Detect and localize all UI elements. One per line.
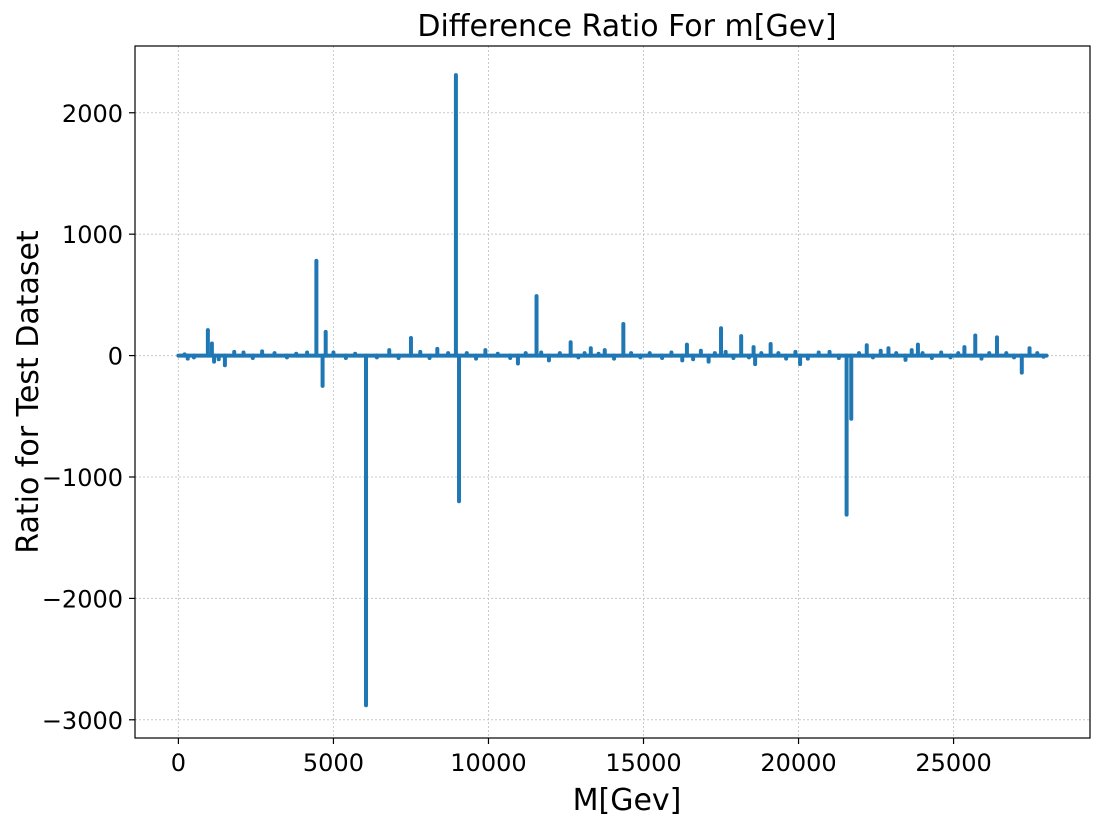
y-tick-label: 0 [108,343,123,371]
y-tick-label: −3000 [42,707,123,735]
y-tick-label: −1000 [42,464,123,492]
y-tick-label: −2000 [42,585,123,613]
y-tick-label: 1000 [62,221,123,249]
y-tick-label: 2000 [62,100,123,128]
x-tick-label: 5000 [303,749,364,777]
chart-title: Difference Ratio For m[Gev] [417,9,836,44]
x-tick-label: 10000 [450,749,526,777]
x-tick-label: 25000 [915,749,991,777]
x-axis-label: M[Gev] [573,783,682,818]
y-axis-label: Ratio for Test Dataset [11,230,46,554]
x-tick-label: 0 [171,749,186,777]
x-axis: 0 5000 10000 15000 20000 25000 [171,738,992,777]
series [176,73,1049,708]
x-tick-label: 15000 [605,749,681,777]
plot-frame [134,45,1091,739]
plot-background [135,46,1090,738]
x-tick-label: 20000 [760,749,836,777]
y-axis: −3000 −2000 −1000 0 1000 2000 [42,100,135,735]
